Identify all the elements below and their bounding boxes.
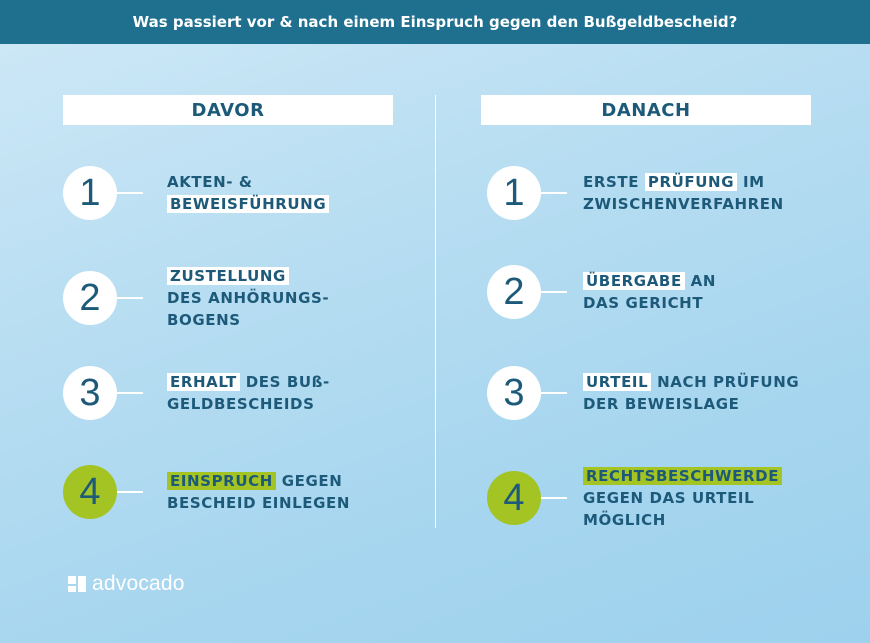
davor-step-3: 3 ERHALT DES BUß- GELDBESCHEIDS [63, 366, 330, 420]
step-number-circle: 3 [487, 366, 541, 420]
step-text-line: DAS GERICHT [583, 294, 704, 312]
danach-step-4: 4 RECHTSBESCHWERDE GEGEN DAS URTEIL MÖGL… [487, 465, 783, 531]
danach-step-1: 1 ERSTE PRÜFUNG IM ZWISCHENVERFAHREN [487, 166, 784, 220]
step-text-line: IM [737, 173, 765, 191]
step-connector [541, 291, 567, 293]
page-title: Was passiert vor & nach einem Einspruch … [132, 13, 738, 31]
step-text: ZUSTELLUNG DES ANHÖRUNGS- BOGENS [167, 265, 329, 331]
step-text-line: DES ANHÖRUNGS- [167, 289, 330, 307]
step-text-line: DES BUß- [239, 373, 330, 391]
step-text: ERHALT DES BUß- GELDBESCHEIDS [167, 371, 330, 415]
step-connector [117, 297, 143, 299]
step-text-line: AN [684, 272, 716, 290]
step-text-line: GEGEN DAS URTEIL [583, 489, 755, 507]
step-text: URTEIL NACH PRÜFUNG DER BEWEISLAGE [583, 371, 799, 415]
step-text-line: ZWISCHENVERFAHREN [583, 195, 784, 213]
davor-step-4: 4 EINSPRUCH GEGEN BESCHEID EINLEGEN [63, 465, 350, 519]
step-text-line: DER BEWEISLAGE [583, 395, 740, 413]
step-highlight: ZUSTELLUNG [167, 267, 289, 285]
column-header-label: DAVOR [191, 99, 265, 121]
step-highlight: ERHALT [167, 373, 240, 391]
step-highlight: PRÜFUNG [644, 173, 738, 191]
step-connector [117, 192, 143, 194]
step-highlight: BEWEISFÜHRUNG [167, 195, 330, 213]
step-text: ÜBERGABE AN DAS GERICHT [583, 270, 716, 314]
step-text-line: BOGENS [167, 311, 241, 329]
column-header-danach: DANACH [481, 95, 811, 125]
step-highlight: EINSPRUCH [167, 472, 276, 490]
title-bar: Was passiert vor & nach einem Einspruch … [0, 0, 870, 44]
step-text-line: GELDBESCHEIDS [167, 395, 315, 413]
step-number-circle: 2 [63, 271, 117, 325]
davor-step-2: 2 ZUSTELLUNG DES ANHÖRUNGS- BOGENS [63, 265, 329, 331]
step-highlight: URTEIL [583, 373, 652, 391]
step-number-circle: 1 [63, 166, 117, 220]
step-text: RECHTSBESCHWERDE GEGEN DAS URTEIL MÖGLIC… [583, 465, 783, 531]
step-connector [541, 392, 567, 394]
step-number-circle: 1 [487, 166, 541, 220]
step-connector [541, 192, 567, 194]
column-divider [435, 95, 436, 528]
column-header-davor: DAVOR [63, 95, 393, 125]
step-text-line: MÖGLICH [583, 511, 666, 529]
step-highlight: RECHTSBESCHWERDE [583, 467, 783, 485]
step-number-circle: 4 [487, 471, 541, 525]
logo-mark-icon [68, 574, 88, 594]
step-connector [117, 392, 143, 394]
step-text-line: GEGEN [275, 472, 343, 490]
step-text-line: NACH PRÜFUNG [651, 373, 800, 391]
step-text: ERSTE PRÜFUNG IM ZWISCHENVERFAHREN [583, 171, 784, 215]
step-number-circle: 4 [63, 465, 117, 519]
step-connector [541, 497, 567, 499]
davor-step-1: 1 AKTEN- & BEWEISFÜHRUNG [63, 166, 330, 220]
danach-step-3: 3 URTEIL NACH PRÜFUNG DER BEWEISLAGE [487, 366, 799, 420]
advocado-logo: advocado [68, 572, 185, 596]
step-text: AKTEN- & BEWEISFÜHRUNG [167, 171, 330, 215]
step-number-circle: 3 [63, 366, 117, 420]
step-highlight: ÜBERGABE [583, 272, 685, 290]
danach-step-2: 2 ÜBERGABE AN DAS GERICHT [487, 265, 716, 319]
step-text-line: BESCHEID EINLEGEN [167, 494, 351, 512]
step-text-line: ERSTE [583, 173, 645, 191]
step-number-circle: 2 [487, 265, 541, 319]
step-connector [117, 491, 143, 493]
logo-wordmark: advocado [92, 572, 185, 595]
step-text: EINSPRUCH GEGEN BESCHEID EINLEGEN [167, 470, 350, 514]
column-header-label: DANACH [601, 99, 691, 121]
step-text-line: AKTEN- & [167, 173, 253, 191]
